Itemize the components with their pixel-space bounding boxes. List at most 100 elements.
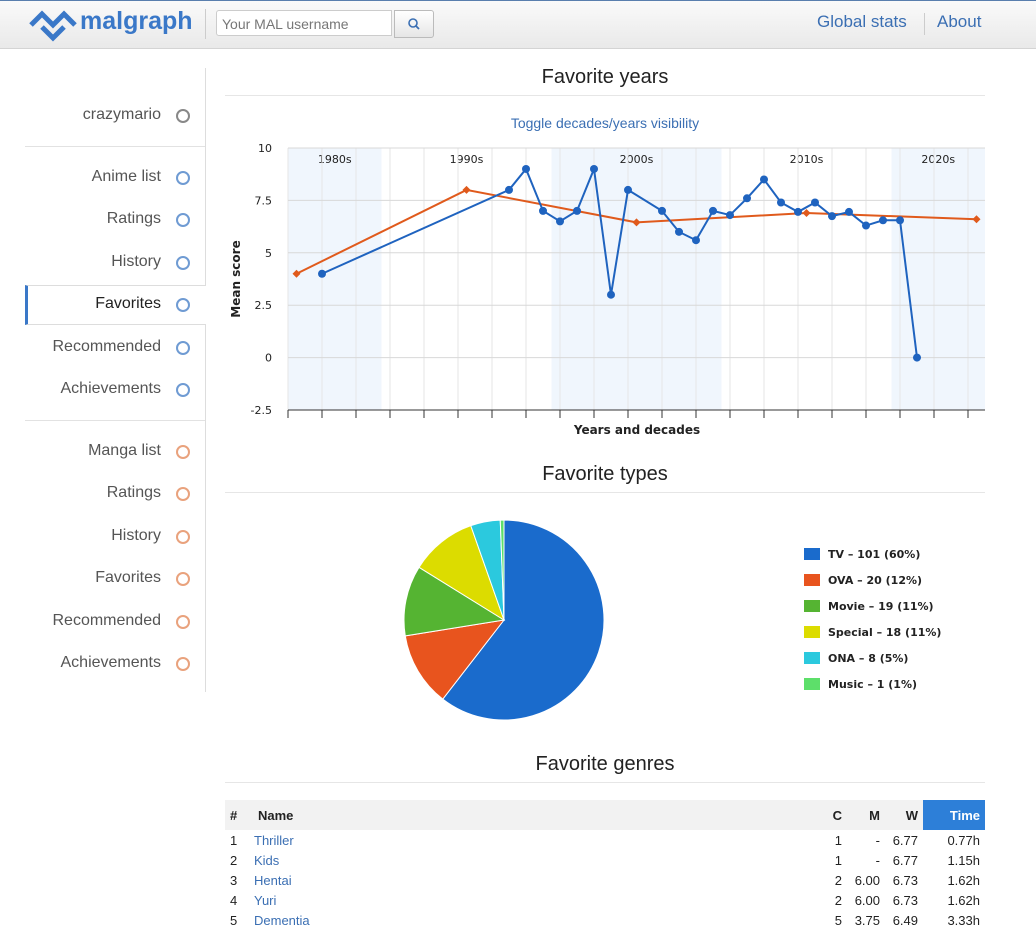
- nav-item[interactable]: Achievements: [60, 380, 162, 397]
- table-cell: 6.00: [854, 892, 880, 908]
- table-cell: 4: [230, 892, 238, 908]
- column-label: C: [832, 807, 842, 823]
- point: [292, 269, 301, 278]
- column-header[interactable]: C: [809, 800, 847, 830]
- table-cell: 6.77: [892, 852, 918, 868]
- table-cell: 6.73: [892, 872, 918, 888]
- username[interactable]: crazymario: [82, 106, 161, 123]
- genre-link[interactable]: Dementia: [254, 912, 310, 928]
- genre-link[interactable]: Yuri: [254, 892, 277, 908]
- nav-item[interactable]: Achievements: [60, 654, 162, 671]
- point: [590, 164, 598, 173]
- legend-label: Music – 1 (1%): [828, 678, 917, 691]
- nav-link[interactable]: About: [937, 12, 982, 31]
- table-cell: 1.62h: [947, 892, 980, 908]
- legend-label: TV – 101 (60%): [828, 548, 920, 561]
- legend-label: ONA – 8 (5%): [828, 652, 908, 665]
- nav-icon: [176, 383, 190, 397]
- nav-icon: [176, 572, 190, 587]
- genre-link[interactable]: Hentai: [254, 872, 292, 888]
- table-row: 4 Yuri 2 6.00 6.73 1.62h: [225, 890, 985, 910]
- point: [972, 215, 981, 224]
- y-tick-label: 0: [265, 352, 272, 365]
- nav-item[interactable]: Favorites: [95, 295, 161, 313]
- y-tick-label: 5: [265, 247, 272, 260]
- icon-shape: [176, 171, 190, 185]
- nav-icon: [176, 213, 190, 228]
- table-cell: 6.77: [892, 832, 918, 848]
- nav-item[interactable]: Ratings: [106, 210, 161, 228]
- table-cell: 5: [230, 912, 238, 928]
- point: [879, 216, 887, 225]
- pie-slice: [404, 619, 506, 700]
- point: [632, 218, 641, 227]
- point: [862, 221, 870, 230]
- column-header[interactable]: W: [885, 800, 923, 830]
- table-row: 2 Kids 1 -6.77 1.15h: [225, 850, 985, 870]
- legend-label: Special – 18 (11%): [828, 626, 941, 639]
- nav-item[interactable]: History: [111, 526, 161, 544]
- legend-label: OVA – 20 (12%): [828, 574, 922, 587]
- table-row: 5 Dementia 5 3.75 6.49 3.33h: [225, 910, 985, 930]
- nav-item[interactable]: History: [111, 252, 161, 270]
- toggle-link[interactable]: Toggle decades/years visibility: [510, 115, 700, 131]
- search-input[interactable]: Your MAL username: [216, 10, 392, 36]
- genre-link[interactable]: Kids: [254, 852, 280, 868]
- search-button[interactable]: [394, 10, 434, 38]
- table-cell: -: [875, 852, 880, 868]
- column-header[interactable]: Time: [923, 800, 985, 830]
- nav-item[interactable]: Recommended: [52, 611, 162, 629]
- pie-chart: TV – 101 (60%) OVA – 20 (12%) Movie – 19 (…: [403, 519, 941, 721]
- icon-shape: [176, 487, 190, 502]
- nav-item[interactable]: Favorites: [95, 569, 161, 587]
- point: [658, 206, 666, 215]
- nav-icon: [176, 529, 190, 544]
- table-cell: -: [875, 832, 880, 848]
- nav-item[interactable]: Recommended: [52, 337, 162, 355]
- nav-icon: [176, 657, 190, 671]
- y-axis-label: Mean score: [229, 240, 243, 317]
- separator: [25, 420, 205, 421]
- header: malgraph Your MAL username Global stats …: [0, 0, 1036, 49]
- table-cell: 5: [834, 912, 842, 928]
- point: [896, 216, 904, 225]
- x-axis-label: Years and decades: [573, 423, 700, 437]
- genres-table: # Name C M W Time 1 Thriller 1-6.77 0.77h 2 Kids 1-6…: [225, 800, 985, 930]
- table-cell: 6.00: [854, 872, 880, 888]
- legend-swatch: [804, 548, 820, 560]
- nav-item[interactable]: Anime list: [91, 168, 161, 185]
- table-cell: 2: [230, 852, 238, 868]
- table-cell: 1: [834, 832, 842, 848]
- logo[interactable]: malgraph: [80, 7, 193, 35]
- genre-link[interactable]: Thriller: [254, 832, 294, 848]
- point: [828, 212, 836, 221]
- sidebar: crazymario Anime list Ratings History Favori…: [25, 68, 206, 692]
- point: [760, 175, 768, 184]
- table-cell: 1: [230, 832, 238, 848]
- table-cell: 2: [834, 872, 842, 888]
- active-marker: [25, 285, 206, 326]
- table-cell: 6.49: [892, 912, 918, 928]
- nav-icon: [176, 171, 190, 185]
- logo-icon: [29, 10, 77, 42]
- point: [777, 198, 785, 207]
- decade-label: 2010s: [790, 153, 824, 166]
- column-label: #: [230, 807, 238, 823]
- line-chart: 1980s 1990s 2000s 2010s 2020s -2.5 0 2.5 5 7.5 10 M…: [229, 142, 985, 437]
- column-header[interactable]: M: [847, 800, 885, 830]
- pie-slice: [418, 525, 505, 622]
- nav-item[interactable]: Manga list: [88, 442, 161, 459]
- icon-shape: [176, 109, 190, 123]
- column-label: Name: [258, 807, 294, 823]
- decade-label: 2000s: [620, 153, 654, 166]
- icon-shape: [176, 529, 190, 544]
- nav-icon: [176, 298, 190, 313]
- table-row: 3 Hentai 2 6.00 6.73 1.62h: [225, 870, 985, 890]
- header-row: # Name C M W Time: [225, 800, 985, 830]
- table-cell: 6.73: [892, 892, 918, 908]
- column-header[interactable]: Name: [249, 800, 809, 830]
- nav-icon: [176, 445, 190, 459]
- point: [675, 227, 683, 236]
- nav-item[interactable]: Ratings: [106, 484, 161, 502]
- nav-link[interactable]: Global stats: [817, 12, 907, 31]
